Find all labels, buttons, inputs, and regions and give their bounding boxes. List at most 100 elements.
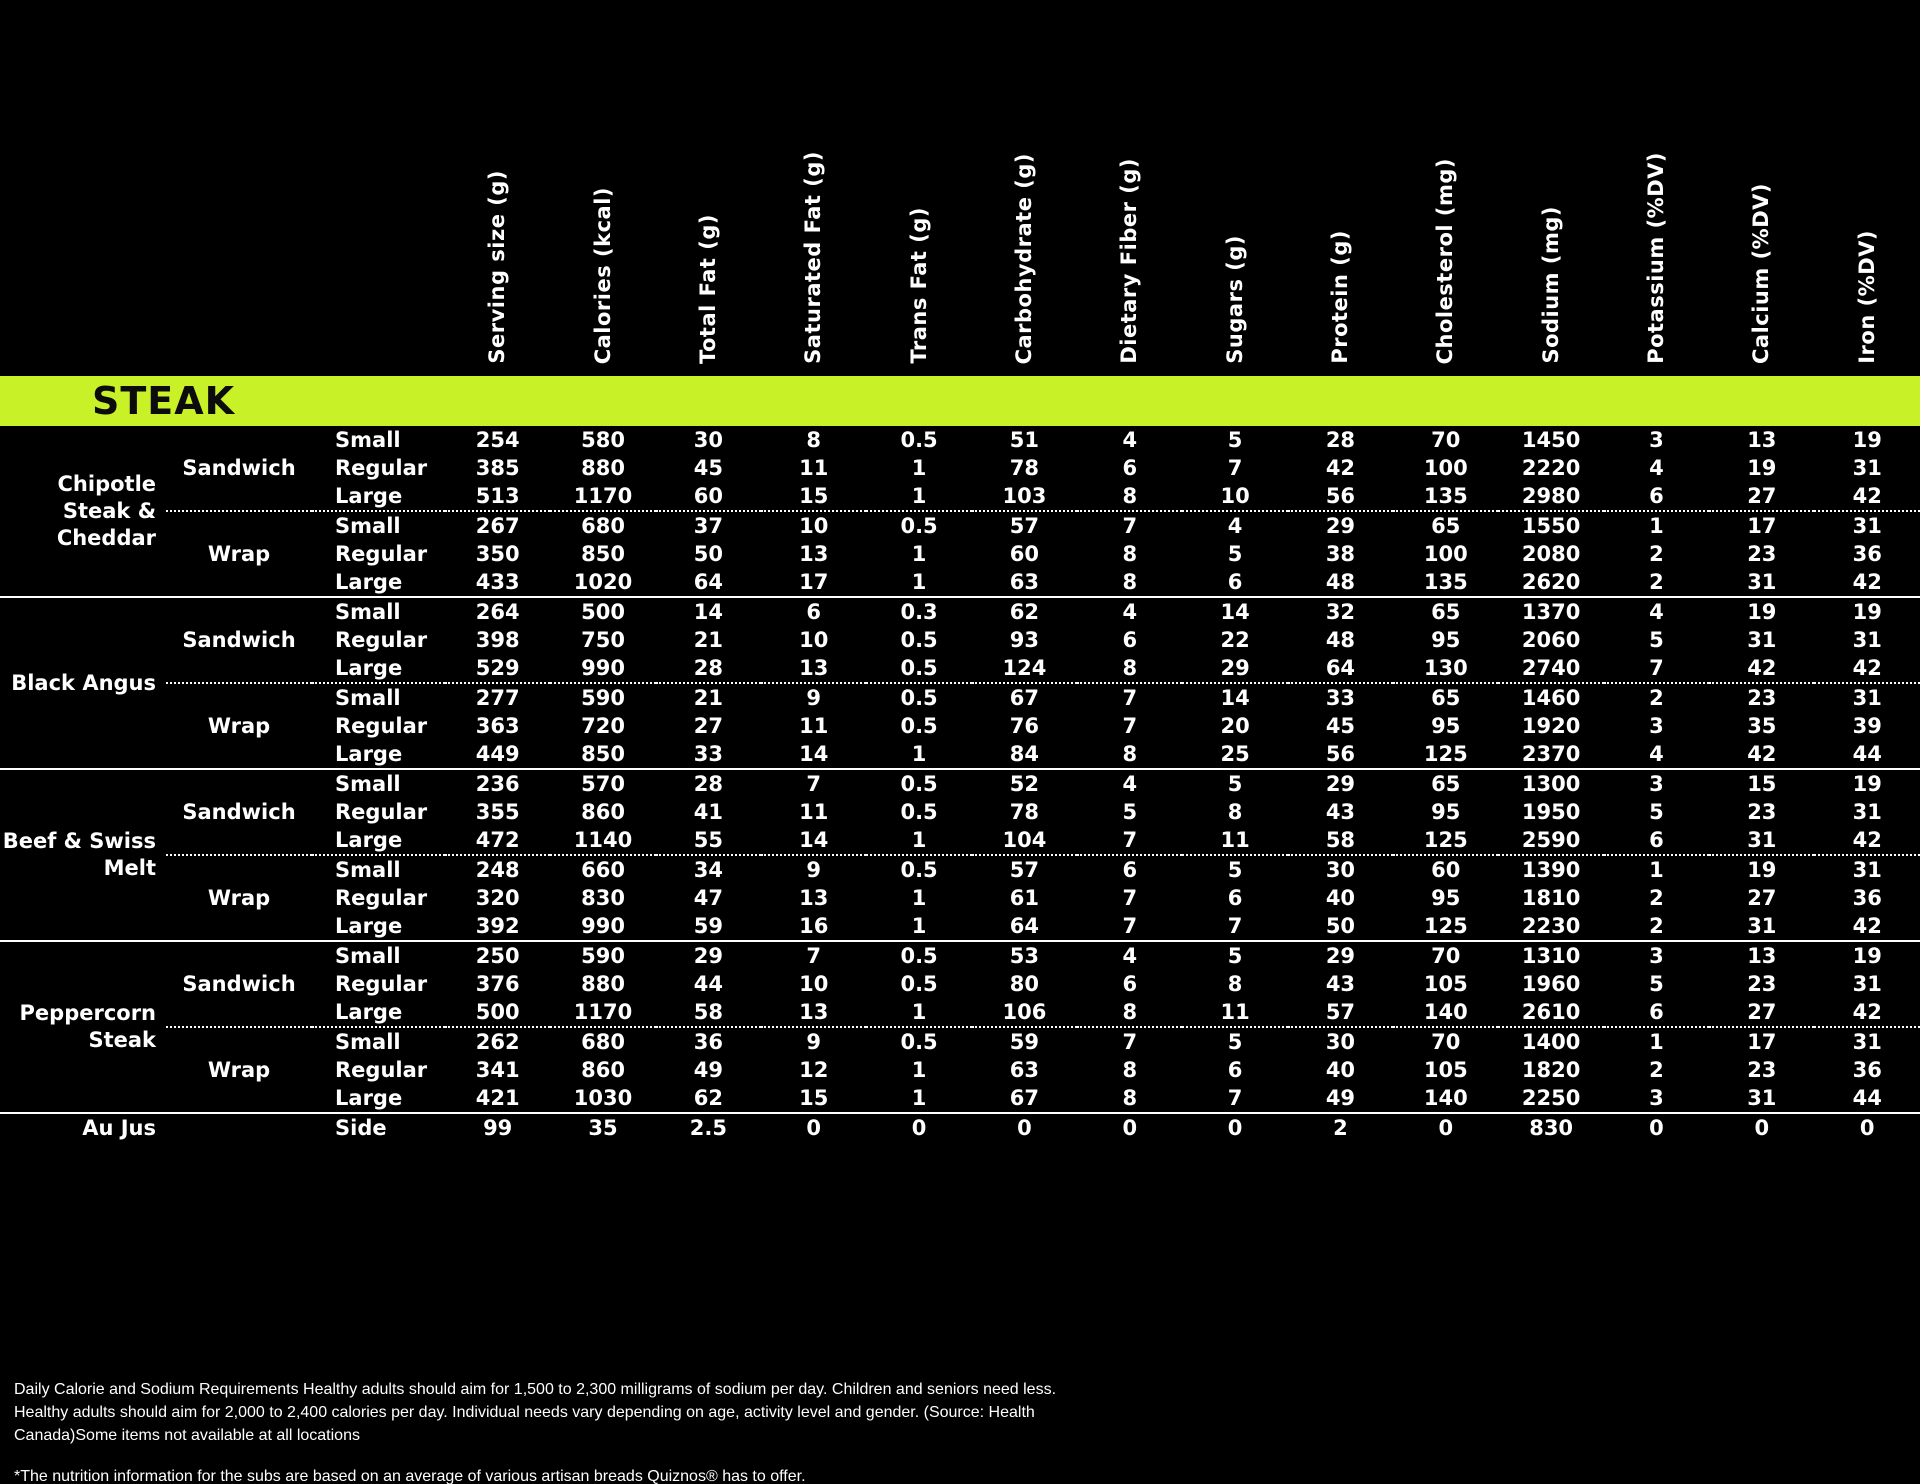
nutrition-value-cell: 4 — [1077, 768, 1183, 798]
nutrition-value-cell: 0 — [1393, 1112, 1499, 1142]
size-cell: Large — [335, 1085, 403, 1110]
nutrition-value-cell: 6 — [1649, 827, 1664, 852]
nutrition-value-cell: 2610 — [1521, 999, 1581, 1024]
nutrition-value-cell: 363 — [475, 713, 520, 738]
column-header: Iron (%DV) — [1814, 0, 1920, 376]
nutrition-value-cell: 1 — [1603, 1026, 1710, 1056]
nutrition-value-cell: 13 — [1709, 940, 1815, 970]
nutrition-value-cell: 264 — [445, 596, 551, 626]
nutrition-value-cell: 1810 — [1521, 885, 1581, 910]
column-header-label: Dietary Fiber (g) — [1117, 158, 1142, 364]
nutrition-value-cell: 6 — [1649, 999, 1664, 1024]
table-row: Regular 385 880 45 11 1 78 6 7 42 100 2220 4 19 31 — [0, 454, 1920, 482]
table-row: Large 529 990 28 13 0.5 124 8 29 64 130 2740 7 42 42 — [0, 654, 1920, 683]
table-row: Large 449 850 33 14 1 84 8 25 56 125 2370 4 42 44 — [0, 740, 1920, 769]
nutrition-value-cell: 0.5 — [866, 768, 972, 798]
size-cell: Regular — [335, 627, 428, 652]
nutrition-value-cell: 42 — [1852, 999, 1882, 1024]
nutrition-value-cell: 1820 — [1521, 1057, 1581, 1082]
nutrition-value-cell: 1920 — [1521, 713, 1581, 738]
nutrition-value-cell: 472 — [475, 827, 520, 852]
nutrition-value-cell: 44 — [1852, 741, 1882, 766]
column-header-row: Serving size (g) Calories (kcal) Total Fat… — [0, 0, 1920, 376]
nutrition-value-cell: 660 — [550, 854, 656, 884]
nutrition-value-cell: 13 — [799, 655, 829, 680]
nutrition-value-cell: 7 — [1122, 885, 1138, 910]
nutrition-value-cell: 21 — [655, 682, 762, 712]
nutrition-value-cell: 22 — [1220, 627, 1250, 652]
nutrition-value-cell: 65 — [1393, 682, 1499, 712]
nutrition-value-cell: 30 — [1287, 1026, 1394, 1056]
nutrition-value-cell: 720 — [581, 713, 625, 738]
size-cell: Regular — [335, 541, 428, 566]
nutrition-value-cell: 590 — [550, 682, 656, 712]
table-row: Regular 355 860 41 11 0.5 78 5 8 43 95 1950 5 23 31 — [0, 798, 1920, 826]
nutrition-value-cell: 95 — [1431, 713, 1461, 738]
nutrition-value-cell: 47 — [693, 885, 723, 910]
bread-average-note: *The nutrition information for the subs … — [14, 1467, 806, 1484]
size-cell: Large — [335, 483, 403, 508]
nutrition-value-cell: 0 — [1603, 1112, 1710, 1142]
nutrition-value-cell: 0.5 — [900, 627, 938, 652]
nutrition-value-cell: 20 — [1220, 713, 1250, 738]
column-header-label: Sodium (mg) — [1538, 206, 1563, 364]
nutrition-value-cell: 29 — [1220, 655, 1250, 680]
nutrition-value-cell: 60 — [693, 483, 723, 508]
nutrition-value-cell: 1020 — [573, 569, 633, 594]
nutrition-value-cell: 19 — [1709, 854, 1815, 884]
nutrition-value-cell: 15 — [1709, 768, 1815, 798]
nutrition-value-cell: 0.5 — [866, 682, 972, 712]
nutrition-value-cell: 14 — [1182, 682, 1288, 712]
nutrition-value-cell: 40 — [1325, 885, 1356, 910]
nutrition-value-cell: 2 — [1649, 913, 1664, 938]
table-row: Large 433 1020 64 17 1 63 8 6 48 135 2620 2 31 42 — [0, 568, 1920, 597]
nutrition-value-cell: 3 — [1603, 768, 1710, 798]
nutrition-value-cell: 27 — [1747, 999, 1777, 1024]
nutrition-value-cell: 106 — [1002, 999, 1047, 1024]
nutrition-value-cell: 248 — [445, 854, 551, 884]
nutrition-value-cell: 124 — [1002, 655, 1047, 680]
nutrition-value-cell: 42 — [1852, 483, 1882, 508]
nutrition-value-cell: 28 — [693, 655, 723, 680]
nutrition-value-cell: 350 — [475, 541, 520, 566]
column-header-label: Trans Fat (g) — [906, 207, 931, 364]
nutrition-table: Serving size (g) Calories (kcal) Total Fat… — [0, 0, 1920, 1142]
nutrition-value-cell: 1550 — [1498, 510, 1604, 540]
nutrition-value-cell: 6 — [1227, 885, 1243, 910]
nutrition-value-cell: 5 — [1649, 799, 1664, 824]
nutrition-value-cell: 130 — [1423, 655, 1468, 680]
table-row: Beef & Swiss Melt Sandwich Small 236 570 28 7 0… — [0, 768, 1920, 941]
nutrition-value-cell: 27 — [1747, 885, 1777, 910]
nutrition-value-cell: 1960 — [1521, 971, 1581, 996]
nutrition-value-cell: 19 — [1709, 596, 1815, 626]
column-header-label: Carbohydrate (g) — [1011, 152, 1036, 364]
nutrition-value-cell: 1030 — [573, 1085, 633, 1110]
nutrition-value-cell: 42 — [1852, 913, 1882, 938]
nutrition-value-cell: 0.5 — [866, 1026, 972, 1056]
nutrition-value-cell: 105 — [1423, 971, 1468, 996]
column-header-label: Potassium (%DV) — [1643, 152, 1668, 364]
nutrition-value-cell: 7 — [1227, 455, 1243, 480]
nutrition-value-cell: 23 — [1709, 682, 1815, 712]
nutrition-value-cell: 31 — [1814, 1026, 1920, 1056]
nutrition-value-cell: 7 — [1649, 655, 1664, 680]
nutrition-value-cell: 2 — [1603, 682, 1710, 712]
nutrition-value-cell: 70 — [1431, 427, 1461, 452]
nutrition-value-cell: 830 — [1498, 1112, 1604, 1142]
nutrition-value-cell: 35 — [1747, 713, 1777, 738]
size-cell: Large — [335, 827, 403, 852]
column-header: Protein (g) — [1288, 0, 1393, 376]
nutrition-value-cell: 590 — [550, 940, 656, 970]
nutrition-value-cell: 2080 — [1521, 541, 1581, 566]
column-header: Calcium (%DV) — [1709, 0, 1814, 376]
nutrition-value-cell: 7 — [1227, 913, 1243, 938]
nutrition-value-cell: 6 — [1122, 627, 1138, 652]
nutrition-value-cell: 320 — [475, 885, 520, 910]
table-row: Wrap Small 267 680 37 10 0.5 57 7 4 29 65 1550 1 17 31 — [0, 510, 1920, 597]
nutrition-value-cell: 59 — [971, 1026, 1078, 1056]
nutrition-value-cell: 25 — [1220, 741, 1250, 766]
nutrition-value-cell: 0 — [1077, 1112, 1183, 1142]
nutrition-value-cell: 680 — [550, 510, 656, 540]
nutrition-value-cell: 42 — [1852, 827, 1882, 852]
